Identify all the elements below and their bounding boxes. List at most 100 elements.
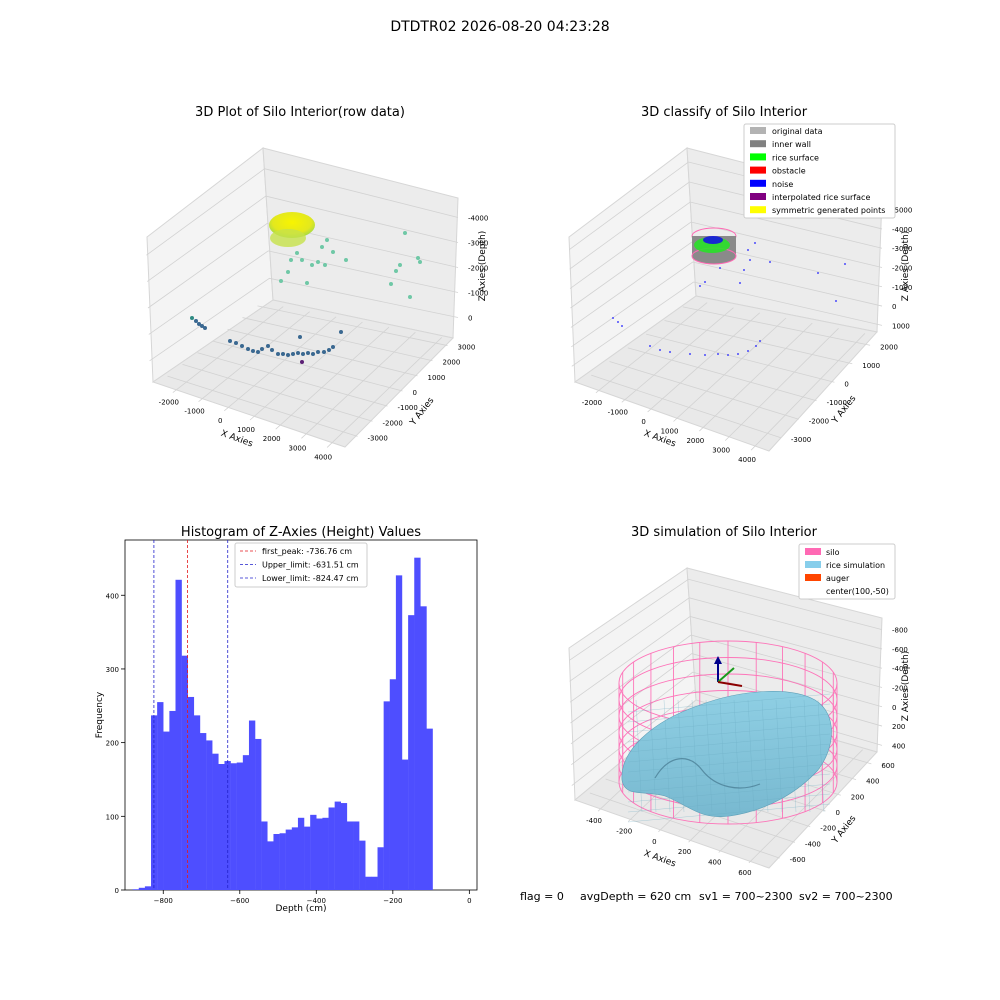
sim-auger-y-arrow: [717, 667, 735, 683]
raw-data-point: [234, 341, 238, 345]
classify-noise-point: [759, 340, 761, 342]
classify-legend-label: noise: [772, 180, 793, 189]
histogram-bar: [316, 818, 323, 890]
classify-legend-label: symmetric generated points: [772, 206, 885, 215]
classify-legend-swatch: [750, 193, 766, 200]
histogram-bar: [359, 840, 366, 890]
classify-y-tick-label: -2000: [809, 417, 829, 425]
classify-y-gridline: [627, 347, 817, 402]
classify-y-gridline: [609, 361, 799, 420]
histogram-bar: [261, 821, 268, 890]
classify-noise-core: [703, 236, 723, 244]
histogram-bar: [163, 731, 170, 890]
raw-data-point: [418, 260, 422, 264]
classify-z-tick-label: 1000: [892, 322, 910, 330]
raw-x-tick-label: 4000: [314, 453, 332, 461]
raw-data-point: [289, 258, 293, 262]
raw-x-gridline: [198, 311, 310, 403]
classify-noise-point: [649, 345, 651, 347]
raw-x-gridline: [275, 326, 390, 430]
raw-data-point: [260, 347, 264, 351]
raw-x-tick-label: 2000: [263, 435, 281, 443]
raw-data-point: [246, 347, 250, 351]
histogram-bar: [389, 679, 397, 890]
raw-z-tick-label: 0: [468, 315, 472, 323]
histogram-bar: [206, 740, 213, 890]
raw-data-point: [296, 351, 300, 355]
raw-data-point: [316, 350, 320, 354]
classify-x-tick-label: -1000: [608, 408, 628, 416]
rice-mesh-line: [627, 773, 831, 793]
classify-noise-point: [719, 267, 721, 269]
raw-data-point: [251, 349, 255, 353]
classify-z-tick-label: -4000: [892, 226, 912, 234]
figure-suptitle: DTDTR02 2026-08-20 04:23:28: [390, 19, 609, 35]
classify-x-tick-label: -2000: [582, 399, 602, 407]
raw-z-tick-label: -1000: [468, 290, 488, 298]
raw-y-gridline: [257, 305, 448, 346]
classify-noise-point: [755, 345, 757, 347]
raw-data-point: [416, 256, 420, 260]
histogram-x-tick-label: −400: [307, 897, 326, 905]
raw-data-point: [197, 322, 201, 326]
sim-legend-swatch: [805, 561, 821, 568]
raw-data-point: [194, 319, 198, 323]
classify-y-tick-label: 1000: [862, 362, 880, 370]
classify-noise-point: [704, 281, 706, 283]
histogram-y-tick-label: 100: [106, 813, 119, 821]
raw-data-point: [276, 352, 280, 356]
sim-x-tick-label: -400: [586, 817, 602, 825]
histogram-bar: [236, 762, 244, 890]
sim-z-tick-label: -600: [892, 646, 908, 654]
classify-noise-point: [612, 317, 614, 319]
classify-legend-swatch: [750, 179, 766, 187]
histogram-legend-label: first_peak: -736.76 cm: [262, 547, 352, 556]
rice-mesh-line: [733, 699, 741, 813]
rice-mesh-line: [691, 699, 699, 813]
histogram-legend-label: Lower_limit: -824.47 cm: [262, 574, 359, 583]
classify-noise-point: [739, 282, 741, 284]
histogram-bar: [414, 557, 421, 890]
classify-noise-point: [617, 321, 619, 323]
sim-y-tick-label: -600: [790, 856, 806, 864]
sim-legend-label: rice simulation: [826, 561, 885, 570]
raw-data-point: [190, 316, 194, 320]
histogram-legend: [234, 542, 368, 588]
raw-x-gridline: [326, 337, 443, 448]
histogram-bar: [322, 817, 329, 890]
classify-noise-point: [717, 353, 719, 355]
raw-y-gridline: [167, 375, 358, 437]
sim-z-gridline: [569, 615, 883, 703]
classify-legend-label: rice surface: [772, 153, 819, 162]
raw-x-tick-label: 1000: [237, 426, 255, 434]
raw-data-point: [389, 282, 393, 286]
histogram-bar: [395, 575, 403, 890]
histogram-bar: [157, 702, 164, 890]
classify-legend-label: interpolated rice surface: [772, 193, 870, 202]
histogram-bar: [310, 814, 317, 890]
histogram-bar: [267, 841, 274, 890]
rice-mesh-line: [761, 699, 769, 813]
histogram-x-tick-label: 0: [467, 897, 471, 905]
histogram-y-tick-label: 400: [106, 592, 119, 600]
rice-mesh-line: [817, 699, 825, 813]
sim-legend-label: auger: [826, 574, 850, 583]
raw-data-point: [398, 263, 402, 267]
sim-x-tick-label: 600: [738, 869, 751, 877]
raw-data-point: [295, 251, 299, 255]
histogram-bar: [199, 733, 207, 890]
classify-noise-point: [727, 354, 729, 356]
classify-legend-swatch: [750, 153, 766, 161]
classify-x-tick-label: 3000: [712, 447, 730, 455]
sim-legend-label: silo: [826, 548, 840, 557]
histogram-title: Histogram of Z-Axies (Height) Values: [181, 525, 421, 540]
histogram-bar: [255, 738, 262, 890]
footer-sv2: sv2 = 700~2300: [799, 890, 893, 903]
histogram-bar: [230, 763, 237, 890]
histogram-bar: [365, 876, 372, 890]
histogram-y-tick-label: 200: [106, 740, 119, 748]
raw-z-gridline: [147, 223, 459, 309]
raw-data-point: [266, 344, 270, 348]
raw-rice-cloud-lower: [270, 229, 306, 247]
histogram-x-axis-label: Depth (cm): [275, 904, 326, 914]
